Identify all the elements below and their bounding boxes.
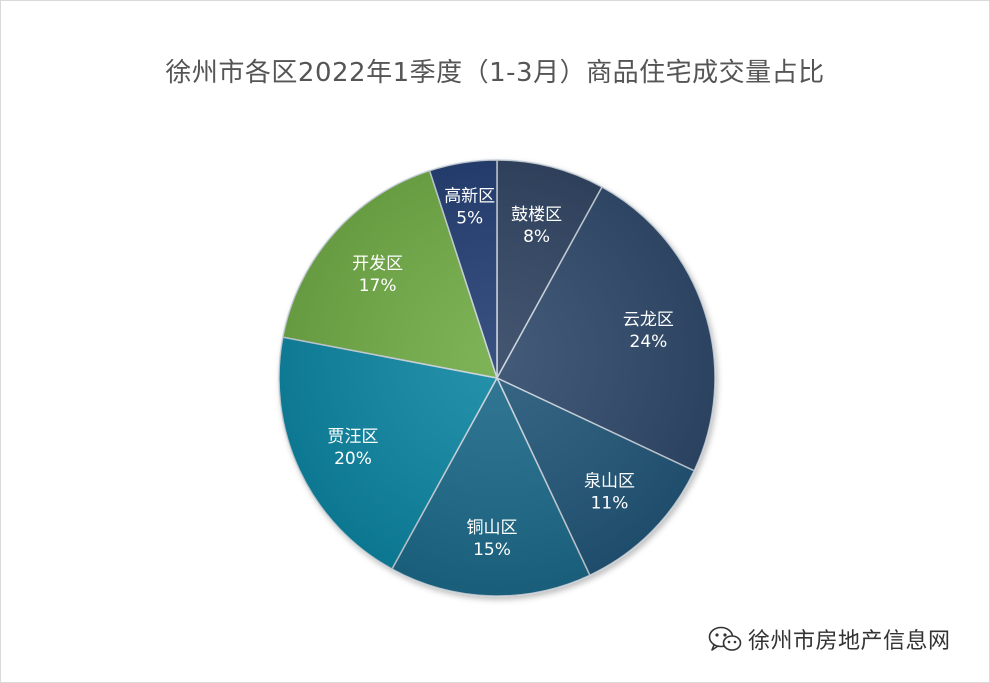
slice-label-value: 5%	[456, 209, 483, 229]
slice-label-name: 高新区	[444, 187, 495, 207]
slice-label-value: 8%	[523, 227, 550, 247]
wechat-icon	[708, 626, 742, 651]
chart-title: 徐州市各区2022年1季度（1-3月）商品住宅成交量占比	[165, 58, 825, 88]
slice-label-name: 开发区	[352, 254, 403, 274]
slice-label-value: 11%	[591, 494, 629, 514]
slice-label-value: 20%	[334, 449, 372, 469]
watermark-text: 徐州市房地产信息网	[748, 629, 951, 654]
slice-label-value: 17%	[359, 276, 397, 296]
slice-label-name: 鼓楼区	[511, 205, 562, 225]
slice-label-name: 泉山区	[584, 472, 635, 492]
slice-label-name: 云龙区	[623, 310, 674, 330]
slice-label-value: 15%	[473, 540, 511, 560]
watermark: 徐州市房地产信息网	[708, 624, 951, 654]
slice-label-name: 贾汪区	[328, 427, 379, 447]
slice-label-name: 铜山区	[467, 518, 518, 538]
slice-label-value: 24%	[630, 332, 668, 352]
